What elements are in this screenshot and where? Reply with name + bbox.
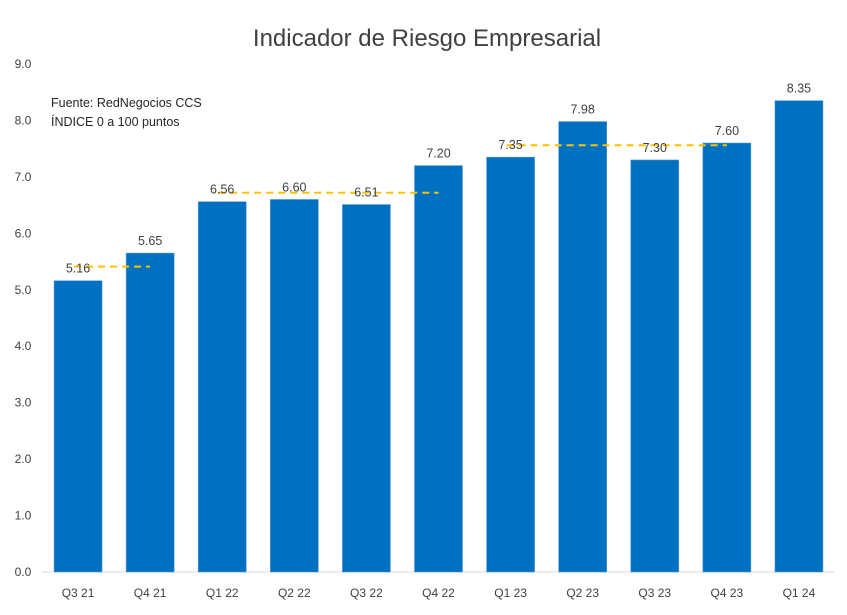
chart-title: Indicador de Riesgo Empresarial — [253, 25, 601, 52]
x-tick-label: Q4 23 — [711, 586, 744, 600]
x-tick-label: Q2 22 — [278, 586, 311, 600]
data-label: 7.20 — [426, 147, 450, 161]
bar — [342, 204, 391, 573]
y-tick-label: 2.0 — [15, 452, 32, 466]
index-annotation: ÍNDICE 0 a 100 puntos — [51, 114, 180, 129]
y-axis: 0.0 1.0 2.0 3.0 4.0 5.0 6.0 7.0 8.0 9.0 — [15, 57, 32, 579]
x-tick-label: Q1 24 — [783, 586, 816, 600]
y-tick-label: 6.0 — [15, 226, 32, 240]
bar — [630, 159, 680, 573]
bar — [270, 199, 319, 573]
average-lines-group — [74, 144, 727, 268]
x-tick-label: Q4 22 — [422, 586, 455, 600]
bar — [774, 100, 824, 573]
data-label: 5.65 — [138, 234, 162, 248]
source-annotation: Fuente: RedNegocios CCS — [51, 96, 202, 110]
data-label: 7.30 — [643, 141, 667, 155]
y-tick-label: 5.0 — [15, 283, 32, 297]
y-tick-label: 4.0 — [15, 339, 32, 353]
data-label: 6.56 — [210, 183, 234, 197]
bar — [702, 142, 752, 573]
y-tick-label: 1.0 — [15, 509, 32, 523]
data-label: 7.35 — [498, 138, 522, 152]
x-tick-label: Q1 22 — [206, 586, 239, 600]
x-tick-label: Q2 23 — [566, 586, 599, 600]
data-label: 6.60 — [282, 180, 306, 194]
x-tick-label: Q1 23 — [494, 586, 527, 600]
data-label: 7.60 — [715, 124, 739, 138]
x-tick-label: Q4 21 — [134, 586, 167, 600]
bars-group — [53, 100, 824, 573]
y-tick-label: 8.0 — [15, 113, 32, 127]
y-tick-label: 9.0 — [15, 57, 32, 71]
y-tick-label: 7.0 — [15, 170, 32, 184]
bar — [125, 252, 175, 573]
bar — [558, 121, 607, 573]
bar — [486, 156, 535, 573]
data-label: 6.51 — [354, 186, 378, 200]
data-label: 5.16 — [66, 262, 90, 276]
data-label: 8.35 — [787, 82, 811, 96]
bar — [197, 201, 247, 573]
x-tick-label: Q3 21 — [62, 586, 95, 600]
y-tick-label: 0.0 — [15, 565, 32, 579]
data-labels-group: 5.16 5.65 6.56 6.60 6.51 7.20 7.35 7.98 7.30 7.60… — [66, 82, 811, 276]
x-tick-label: Q3 23 — [638, 586, 671, 600]
y-tick-label: 3.0 — [15, 396, 32, 410]
bar — [53, 280, 103, 573]
x-tick-label: Q3 22 — [350, 586, 383, 600]
bar — [414, 165, 463, 573]
x-axis: Q3 21 Q4 21 Q1 22 Q2 22 Q3 22 Q4 22 Q1 23 Q2 23… — [62, 586, 816, 600]
data-label: 7.98 — [571, 103, 595, 117]
